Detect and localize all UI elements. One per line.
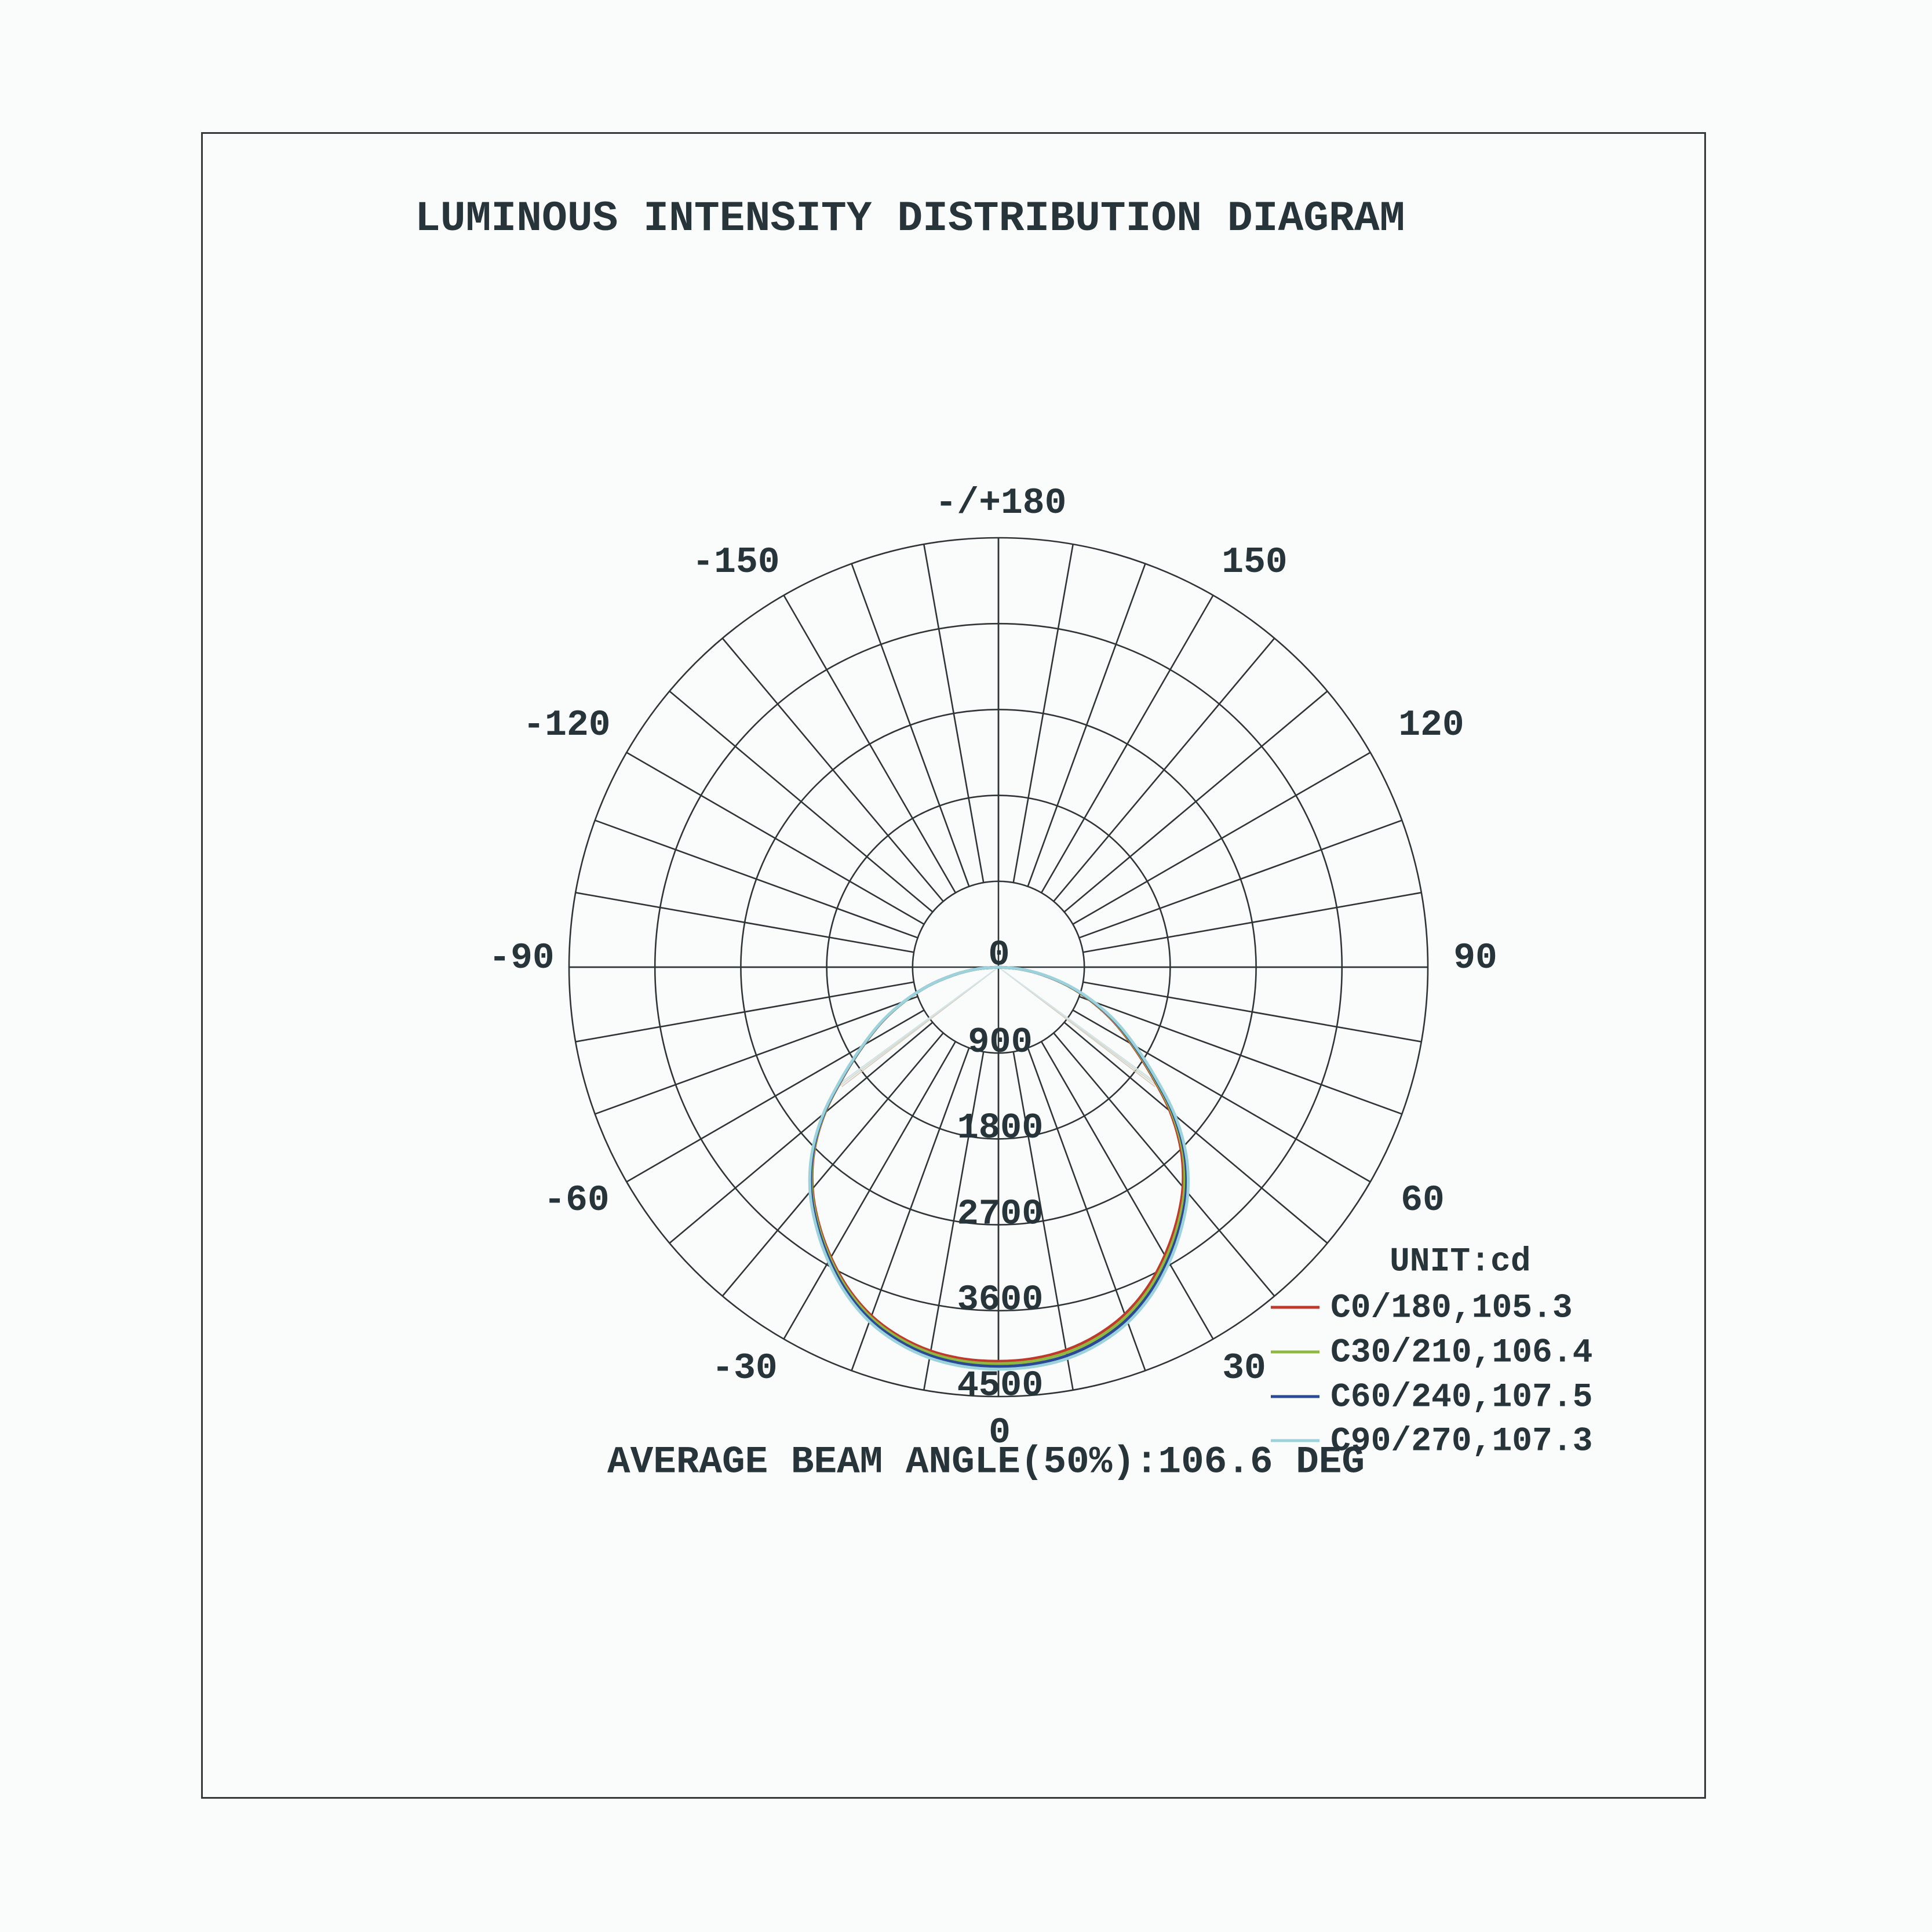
polar-spoke-60deg [1072, 1009, 1371, 1183]
polar-spoke-320deg [721, 1032, 944, 1297]
polar-spoke-250deg [595, 819, 918, 939]
angle-label--60: -60 [544, 1180, 609, 1221]
polar-spoke-30deg [1040, 1041, 1214, 1340]
angle-label--150: -150 [692, 542, 779, 583]
polar-spoke-40deg [1053, 1032, 1275, 1297]
legend-swatch-icon [1271, 1350, 1319, 1354]
radial-label-900: 900 [968, 1022, 1033, 1063]
series-curve-c90-270 [808, 965, 1190, 1371]
average-beam-angle-text: AVERAGE BEAM ANGLE(50%):106.6 DEG [607, 1440, 1365, 1484]
legend-label: C30/210,106.4 [1330, 1334, 1593, 1372]
legend-row-c30-210: C30/210,106.4 [1271, 1335, 1592, 1372]
angle-label-60: 60 [1401, 1180, 1445, 1221]
angle-label-30: 30 [1222, 1348, 1266, 1389]
polar-spoke-70deg [1078, 996, 1402, 1115]
radial-label-4500: 4500 [957, 1365, 1044, 1406]
angle-label-180: -/+180 [935, 483, 1067, 524]
radial-label-3600: 3600 [957, 1280, 1044, 1321]
legend-row-c60-240: C60/240,107.5 [1271, 1379, 1592, 1417]
polar-spoke-160deg [1027, 563, 1146, 887]
polar-spoke-110deg [1078, 819, 1402, 939]
beam-angle-line-c90-270 [998, 967, 1161, 1087]
polar-spoke-140deg [1053, 637, 1275, 902]
polar-spoke-200deg [851, 563, 970, 887]
legend-unit-label: UNIT:cd [1390, 1243, 1531, 1281]
polar-spoke-230deg [669, 690, 934, 913]
polar-spoke-280deg [575, 981, 914, 1042]
legend-label: C90/270,107.3 [1330, 1423, 1593, 1461]
angle-label-120: 120 [1398, 705, 1464, 746]
legend-row-c0-180: C0/180,105.3 [1271, 1290, 1573, 1328]
polar-spoke-350deg [923, 1051, 985, 1390]
polar-spoke-120deg [1072, 752, 1371, 925]
polar-spoke-190deg [923, 544, 985, 883]
angle-label-0: 0 [989, 1412, 1011, 1453]
legend-row-c90-270: C90/270,107.3 [1271, 1423, 1592, 1461]
legend-swatch-icon [1271, 1395, 1319, 1398]
diagram-border [201, 132, 1706, 1799]
polar-spoke-10deg [1012, 1051, 1074, 1390]
angle-label--90: -90 [489, 938, 554, 979]
polar-spoke-310deg [669, 1022, 934, 1244]
polar-spoke-80deg [1082, 981, 1421, 1042]
radial-label-1800: 1800 [957, 1107, 1044, 1149]
angle-label--120: -120 [523, 705, 610, 746]
polar-spoke-330deg [783, 1041, 957, 1340]
beam-angle-line-c90-270 [836, 967, 999, 1087]
polar-spoke-170deg [1012, 544, 1074, 883]
polar-spoke-260deg [575, 892, 914, 953]
angle-label-90: 90 [1453, 938, 1497, 979]
polar-spoke-130deg [1063, 690, 1328, 913]
polar-spoke-300deg [626, 1009, 925, 1183]
polar-spoke-290deg [595, 996, 918, 1115]
polar-spoke-210deg [783, 595, 957, 894]
polar-spoke-150deg [1040, 595, 1214, 894]
radial-label-0: 0 [988, 935, 1009, 976]
legend-label: C0/180,105.3 [1330, 1289, 1573, 1328]
angle-label--30: -30 [712, 1348, 777, 1389]
legend-label: C60/240,107.5 [1330, 1379, 1593, 1417]
angle-label-150: 150 [1222, 542, 1287, 583]
polar-spoke-100deg [1082, 892, 1421, 953]
polar-spoke-50deg [1063, 1022, 1328, 1244]
page-title: LUMINOUS INTENSITY DISTRIBUTION DIAGRAM [415, 195, 1405, 243]
polar-spoke-240deg [626, 752, 925, 925]
polar-spoke-220deg [721, 637, 944, 902]
legend-swatch-icon [1271, 1439, 1319, 1442]
radial-label-2700: 2700 [957, 1193, 1044, 1234]
legend-swatch-icon [1271, 1306, 1319, 1309]
